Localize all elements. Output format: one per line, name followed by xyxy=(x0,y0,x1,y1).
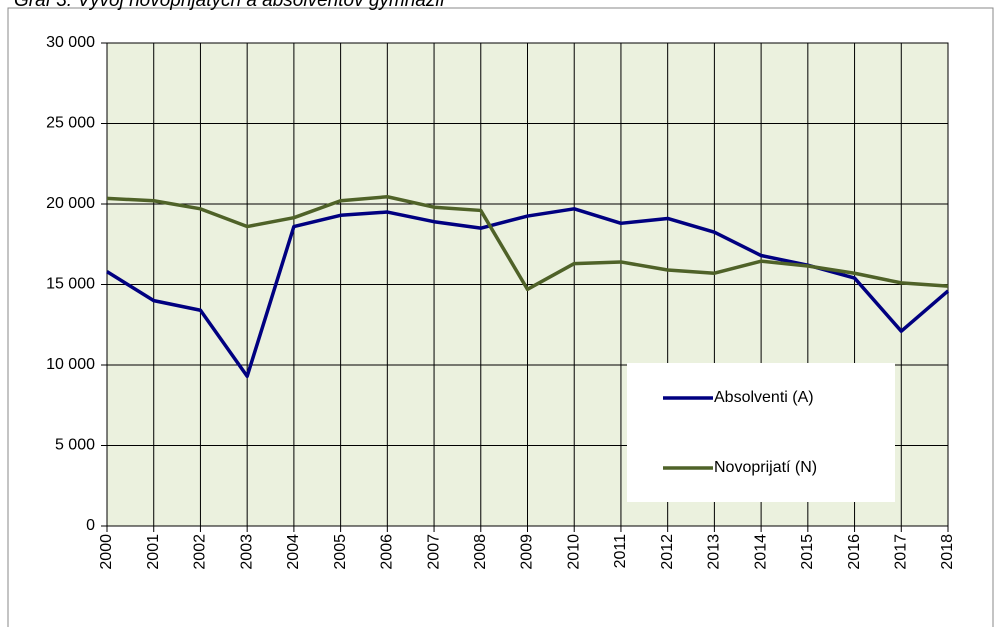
x-tick-label: 2012 xyxy=(659,534,676,570)
x-tick-label: 2013 xyxy=(706,534,723,570)
x-tick-label: 2008 xyxy=(472,534,489,570)
x-tick-label: 2016 xyxy=(846,534,863,570)
x-tick-label: 2018 xyxy=(939,534,956,570)
x-tick-label: 2014 xyxy=(752,534,769,570)
x-tick-label: 2009 xyxy=(519,534,536,570)
y-tick-label: 10 000 xyxy=(46,356,95,373)
x-tick-label: 2000 xyxy=(98,534,115,570)
x-tick-label: 2005 xyxy=(332,534,349,570)
x-tick-label: 2004 xyxy=(285,534,302,570)
chart-title: Graf 3: Vývoj novoprijatých a absolvento… xyxy=(14,0,447,11)
x-tick-label: 2003 xyxy=(238,534,255,570)
legend-label: Novoprijatí (N) xyxy=(714,459,817,476)
x-tick-label: 2007 xyxy=(425,534,442,570)
y-tick-label: 0 xyxy=(86,517,95,534)
series-line xyxy=(106,195,949,292)
x-tick-label: 2002 xyxy=(192,534,209,570)
y-tick-label: 5 000 xyxy=(55,437,95,454)
x-tick-label: 2010 xyxy=(565,534,582,570)
x-tick-label: 2006 xyxy=(379,534,396,570)
x-tick-label: 2015 xyxy=(799,534,816,570)
legend-label: Absolventi (A) xyxy=(714,389,814,406)
x-tick-label: 2017 xyxy=(892,534,909,570)
y-tick-label: 15 000 xyxy=(46,276,95,293)
y-tick-label: 30 000 xyxy=(46,34,95,51)
y-tick-label: 25 000 xyxy=(46,115,95,132)
y-tick-label: 20 000 xyxy=(46,195,95,212)
x-tick-label: 2001 xyxy=(145,534,162,570)
legend-box xyxy=(627,363,895,502)
x-tick-label: 2011 xyxy=(612,534,629,569)
